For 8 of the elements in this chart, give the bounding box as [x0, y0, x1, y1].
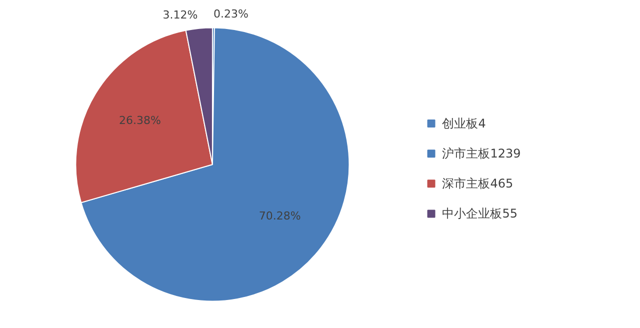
legend-label: 创业板4 [442, 116, 486, 130]
data-label: 26.38% [119, 114, 161, 127]
data-label: 70.28% [258, 209, 301, 222]
data-label: 3.12% [162, 8, 198, 22]
data-label: 0.23% [214, 8, 249, 21]
legend-label: 沪市主板1239 [442, 146, 521, 161]
legend-label: 深市主板465 [442, 176, 514, 191]
legend-label: 中小企业板55 [442, 206, 518, 221]
